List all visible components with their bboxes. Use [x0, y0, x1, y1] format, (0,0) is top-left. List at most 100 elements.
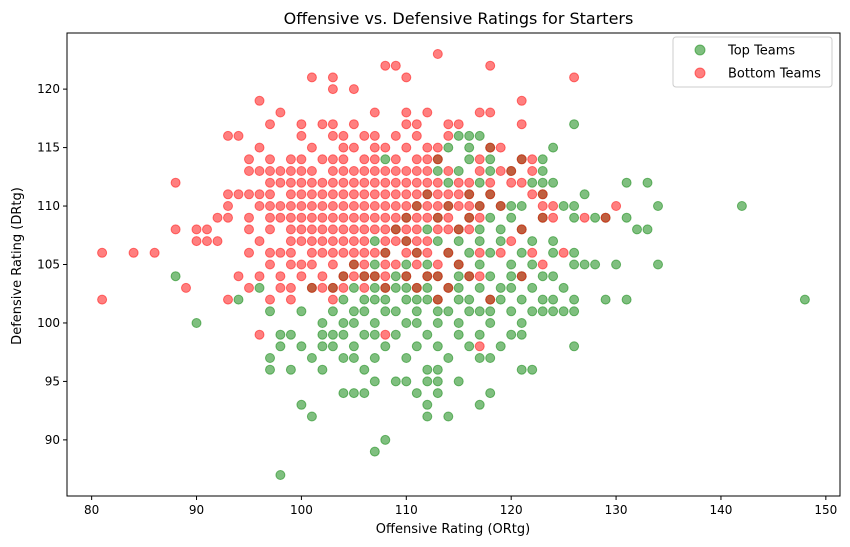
- data-point-bottom-teams: [128, 247, 139, 258]
- data-point-top-teams: [653, 201, 663, 211]
- data-point-top-teams: [569, 119, 580, 130]
- data-point-bottom-teams: [97, 247, 108, 258]
- data-point-bottom-teams: [432, 177, 443, 188]
- data-point-bottom-teams: [170, 177, 181, 188]
- data-point-bottom-teams: [453, 189, 464, 200]
- data-point-bottom-teams: [443, 119, 454, 130]
- data-point-bottom-teams: [275, 177, 286, 188]
- data-point-bottom-teams: [265, 247, 275, 258]
- data-point-top-teams: [558, 201, 569, 211]
- x-tick-label: 150: [814, 503, 837, 517]
- data-point-top-teams: [548, 177, 559, 188]
- data-point-bottom-teams: [275, 212, 286, 223]
- data-point-bottom-teams: [506, 166, 517, 176]
- y-tick-label: 115: [37, 141, 60, 155]
- data-point-bottom-teams: [411, 224, 422, 235]
- data-point-bottom-teams: [296, 177, 307, 188]
- data-point-top-teams: [348, 318, 359, 328]
- data-point-top-teams: [369, 259, 380, 270]
- data-point-bottom-teams: [254, 95, 265, 106]
- data-point-bottom-teams: [254, 189, 265, 200]
- data-point-bottom-teams: [233, 189, 244, 200]
- chart-title: Offensive vs. Defensive Ratings for Star…: [284, 9, 634, 28]
- legend-label-bottom-teams: Bottom Teams: [728, 67, 821, 82]
- data-point-top-teams: [359, 388, 370, 399]
- data-point-bottom-teams: [223, 189, 233, 200]
- data-point-top-teams: [369, 318, 380, 328]
- y-tick-label: 95: [45, 374, 60, 388]
- data-point-top-teams: [453, 166, 464, 176]
- data-point-top-teams: [317, 341, 328, 352]
- data-point-top-teams: [401, 259, 412, 270]
- data-point-bottom-teams: [327, 236, 338, 247]
- data-point-top-teams: [369, 294, 380, 305]
- data-point-bottom-teams: [474, 247, 485, 258]
- data-point-top-teams: [265, 353, 275, 363]
- data-point-top-teams: [485, 353, 496, 363]
- points-layer: [97, 49, 810, 480]
- data-point-top-teams: [390, 306, 401, 317]
- data-point-top-teams: [317, 329, 328, 340]
- data-point-bottom-teams: [411, 166, 422, 176]
- data-point-top-teams: [464, 247, 475, 258]
- data-point-top-teams: [506, 271, 517, 282]
- data-point-top-teams: [453, 376, 464, 387]
- data-point-bottom-teams: [296, 201, 307, 211]
- data-point-bottom-teams: [411, 236, 422, 247]
- data-point-bottom-teams: [359, 224, 370, 235]
- data-point-bottom-teams: [464, 212, 475, 223]
- data-point-bottom-teams: [306, 224, 317, 235]
- data-point-bottom-teams: [422, 154, 433, 165]
- data-point-bottom-teams: [149, 247, 160, 258]
- data-point-bottom-teams: [516, 271, 527, 282]
- data-point-top-teams: [453, 329, 464, 340]
- data-point-bottom-teams: [390, 154, 401, 165]
- data-point-bottom-teams: [265, 201, 275, 211]
- data-point-top-teams: [306, 411, 317, 422]
- data-point-top-teams: [422, 259, 433, 270]
- data-point-top-teams: [569, 341, 580, 352]
- data-point-bottom-teams: [411, 177, 422, 188]
- data-point-bottom-teams: [254, 236, 265, 247]
- data-point-bottom-teams: [275, 201, 286, 211]
- data-point-top-teams: [600, 294, 611, 305]
- data-point-bottom-teams: [317, 212, 328, 223]
- data-point-bottom-teams: [401, 247, 412, 258]
- data-point-top-teams: [569, 294, 580, 305]
- data-point-bottom-teams: [548, 212, 559, 223]
- data-point-top-teams: [411, 388, 422, 399]
- data-point-top-teams: [506, 201, 517, 211]
- data-point-top-teams: [474, 236, 485, 247]
- data-point-top-teams: [275, 470, 286, 480]
- data-point-bottom-teams: [380, 271, 391, 282]
- data-point-top-teams: [432, 388, 443, 399]
- data-point-bottom-teams: [244, 166, 254, 176]
- data-point-bottom-teams: [485, 294, 496, 305]
- data-point-top-teams: [453, 130, 464, 141]
- legend-label-top-teams: Top Teams: [727, 44, 795, 59]
- data-point-top-teams: [464, 306, 475, 317]
- data-point-bottom-teams: [338, 224, 349, 235]
- data-point-bottom-teams: [244, 212, 254, 223]
- data-point-bottom-teams: [401, 189, 412, 200]
- data-point-bottom-teams: [265, 189, 275, 200]
- data-point-bottom-teams: [401, 142, 412, 153]
- data-point-top-teams: [422, 411, 433, 422]
- data-point-bottom-teams: [485, 189, 496, 200]
- data-point-top-teams: [285, 364, 296, 375]
- data-point-bottom-teams: [348, 166, 359, 176]
- data-point-top-teams: [516, 364, 527, 375]
- data-point-bottom-teams: [369, 142, 380, 153]
- data-point-top-teams: [464, 154, 475, 165]
- data-point-top-teams: [799, 294, 810, 305]
- data-point-bottom-teams: [422, 107, 433, 118]
- data-point-bottom-teams: [411, 189, 422, 200]
- data-point-bottom-teams: [327, 177, 338, 188]
- data-point-bottom-teams: [474, 341, 485, 352]
- data-point-bottom-teams: [380, 177, 391, 188]
- data-point-bottom-teams: [285, 236, 296, 247]
- data-point-bottom-teams: [432, 271, 443, 282]
- data-point-top-teams: [485, 154, 496, 165]
- data-point-bottom-teams: [265, 224, 275, 235]
- data-point-bottom-teams: [390, 60, 401, 71]
